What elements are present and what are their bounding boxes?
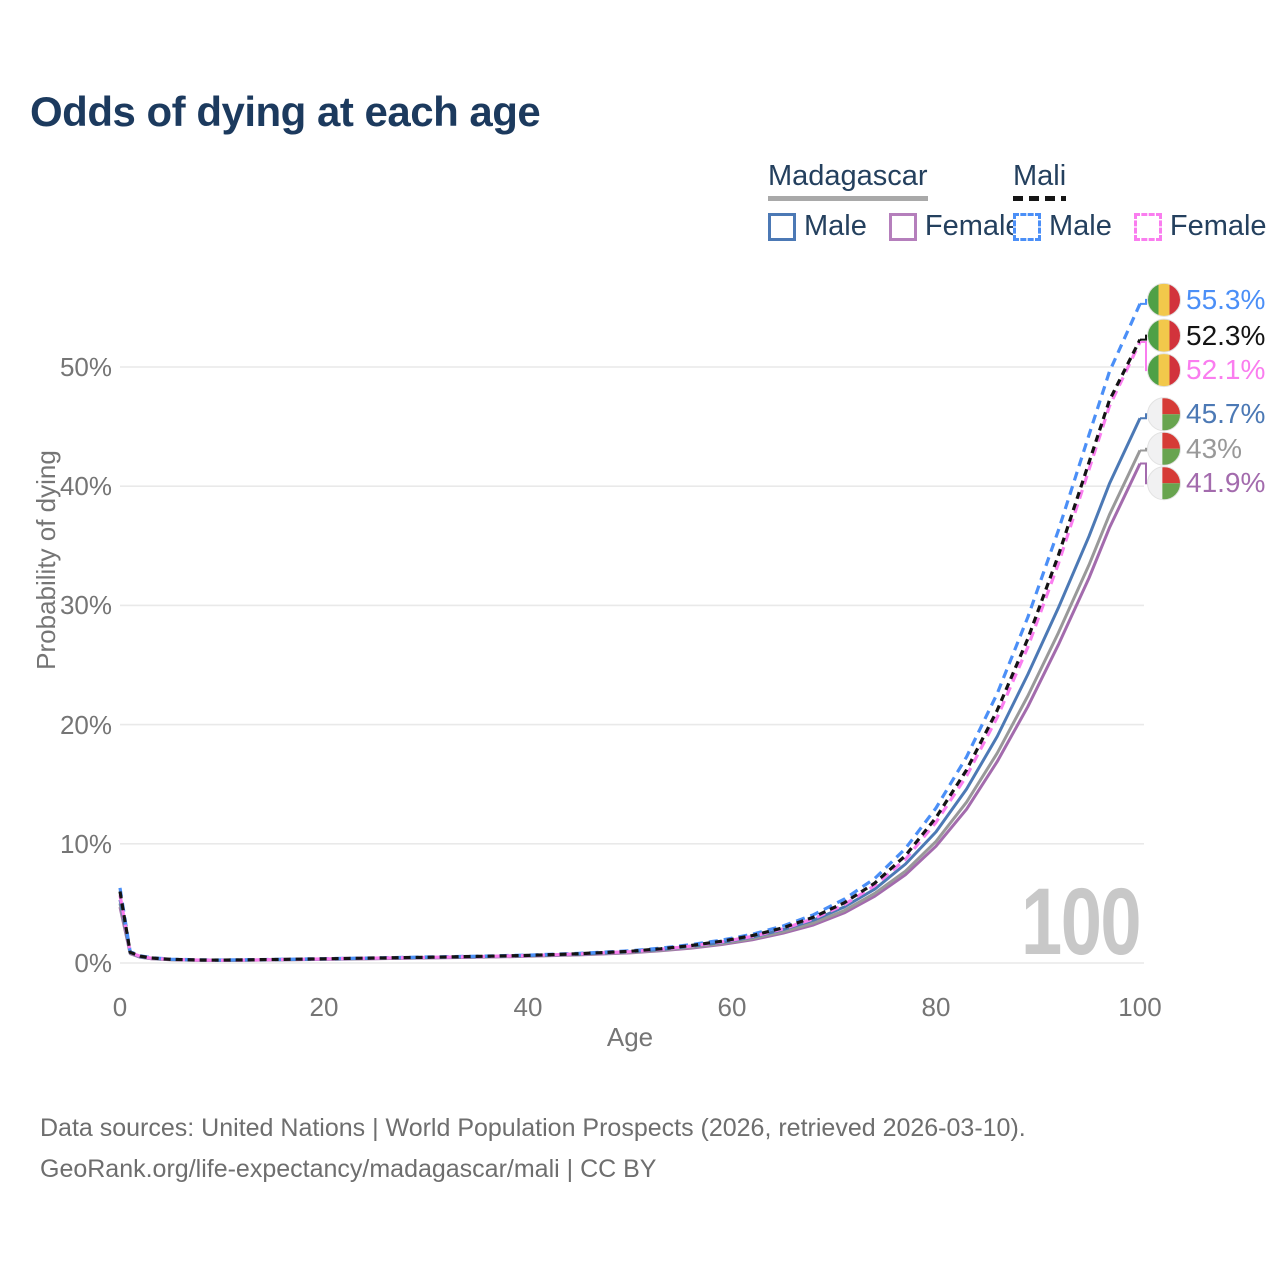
- footer-attribution: GeoRank.org/life-expectancy/madagascar/m…: [40, 1155, 657, 1183]
- legend-swatch-mad_female: [888, 212, 917, 241]
- y-tick-label: 40%: [59, 471, 112, 502]
- y-tick-label: 30%: [59, 590, 112, 621]
- legend-country-underline-solid: [768, 196, 928, 201]
- end-label-mali_female: 52.1%: [1186, 354, 1266, 386]
- legend-country-underline-dashed: [1013, 196, 1067, 201]
- legend-country-label: Mali: [1013, 160, 1067, 192]
- x-tick-label: 20: [309, 992, 339, 1022]
- legend-swatch-mad_male: [768, 212, 796, 241]
- madagascar-flag-icon: [1147, 466, 1181, 501]
- series-line-mali_female[interactable]: [118, 341, 1142, 962]
- y-tick-label: 50%: [59, 352, 112, 382]
- legend-group-mali: Mali Male Female: [1013, 160, 1267, 243]
- madagascar-flag-icon: [1147, 431, 1181, 466]
- y-tick-label: 20%: [59, 709, 112, 740]
- legend-item-mad_female[interactable]: Female: [888, 210, 1022, 243]
- mali-flag-icon: [1147, 282, 1181, 317]
- end-label-mali_male: 55.3%: [1186, 283, 1266, 315]
- end-label-mad_male: 45.7%: [1186, 398, 1266, 430]
- footer-data-sources: Data sources: United Nations | World Pop…: [40, 1114, 1026, 1142]
- legend-item-label: Male: [1049, 210, 1112, 242]
- end-label-leader: [1140, 462, 1149, 485]
- legend-group-madagascar: Madagascar Male Female: [768, 160, 1022, 243]
- end-label-mad_all: 43%: [1186, 432, 1243, 464]
- legend-swatch-mali_female: [1133, 212, 1162, 241]
- legend-item-label: Male: [804, 210, 867, 242]
- y-tick-label: 0%: [74, 948, 112, 978]
- madagascar-flag-icon: [1147, 397, 1181, 432]
- legend-item-label: Female: [1169, 210, 1267, 242]
- legend-item-label: Female: [924, 210, 1022, 242]
- age-counter-watermark: 100: [1021, 869, 1142, 975]
- y-axis-title: Probability of dying: [31, 450, 61, 670]
- legend-country-label: Madagascar: [768, 160, 928, 192]
- series-line-mali_all[interactable]: [118, 338, 1142, 962]
- x-tick-label: 0: [112, 992, 128, 1022]
- legend-country-mali: Mali: [1013, 160, 1067, 201]
- legend-country-madagascar: Madagascar: [768, 160, 928, 201]
- x-tick-label: 100: [1118, 992, 1162, 1022]
- x-tick-label: 60: [717, 992, 747, 1022]
- series-line-mad_male[interactable]: [118, 417, 1142, 962]
- legend-item-mad_male[interactable]: Male: [768, 210, 867, 243]
- legend-item-mali_male[interactable]: Male: [1013, 210, 1112, 243]
- x-axis-title: Age: [606, 1022, 654, 1052]
- end-label-leader: [1140, 340, 1149, 372]
- end-label-mad_female: 41.9%: [1186, 467, 1266, 499]
- mali-flag-icon: [1147, 353, 1181, 388]
- x-tick-label: 40: [513, 992, 543, 1022]
- x-tick-label: 80: [921, 992, 951, 1022]
- footer: Data sources: United Nations | World Pop…: [40, 1108, 1026, 1190]
- y-tick-label: 10%: [59, 828, 112, 859]
- legend-item-mali_female[interactable]: Female: [1133, 210, 1267, 243]
- legend-swatch-mali_male: [1013, 212, 1041, 241]
- chart-title: Odds of dying at each age: [30, 88, 541, 135]
- mali-flag-icon: [1147, 318, 1181, 353]
- series-line-mad_all[interactable]: [118, 449, 1142, 962]
- end-label-mali_all: 52.3%: [1186, 319, 1266, 351]
- series-line-mali_male[interactable]: [118, 303, 1142, 962]
